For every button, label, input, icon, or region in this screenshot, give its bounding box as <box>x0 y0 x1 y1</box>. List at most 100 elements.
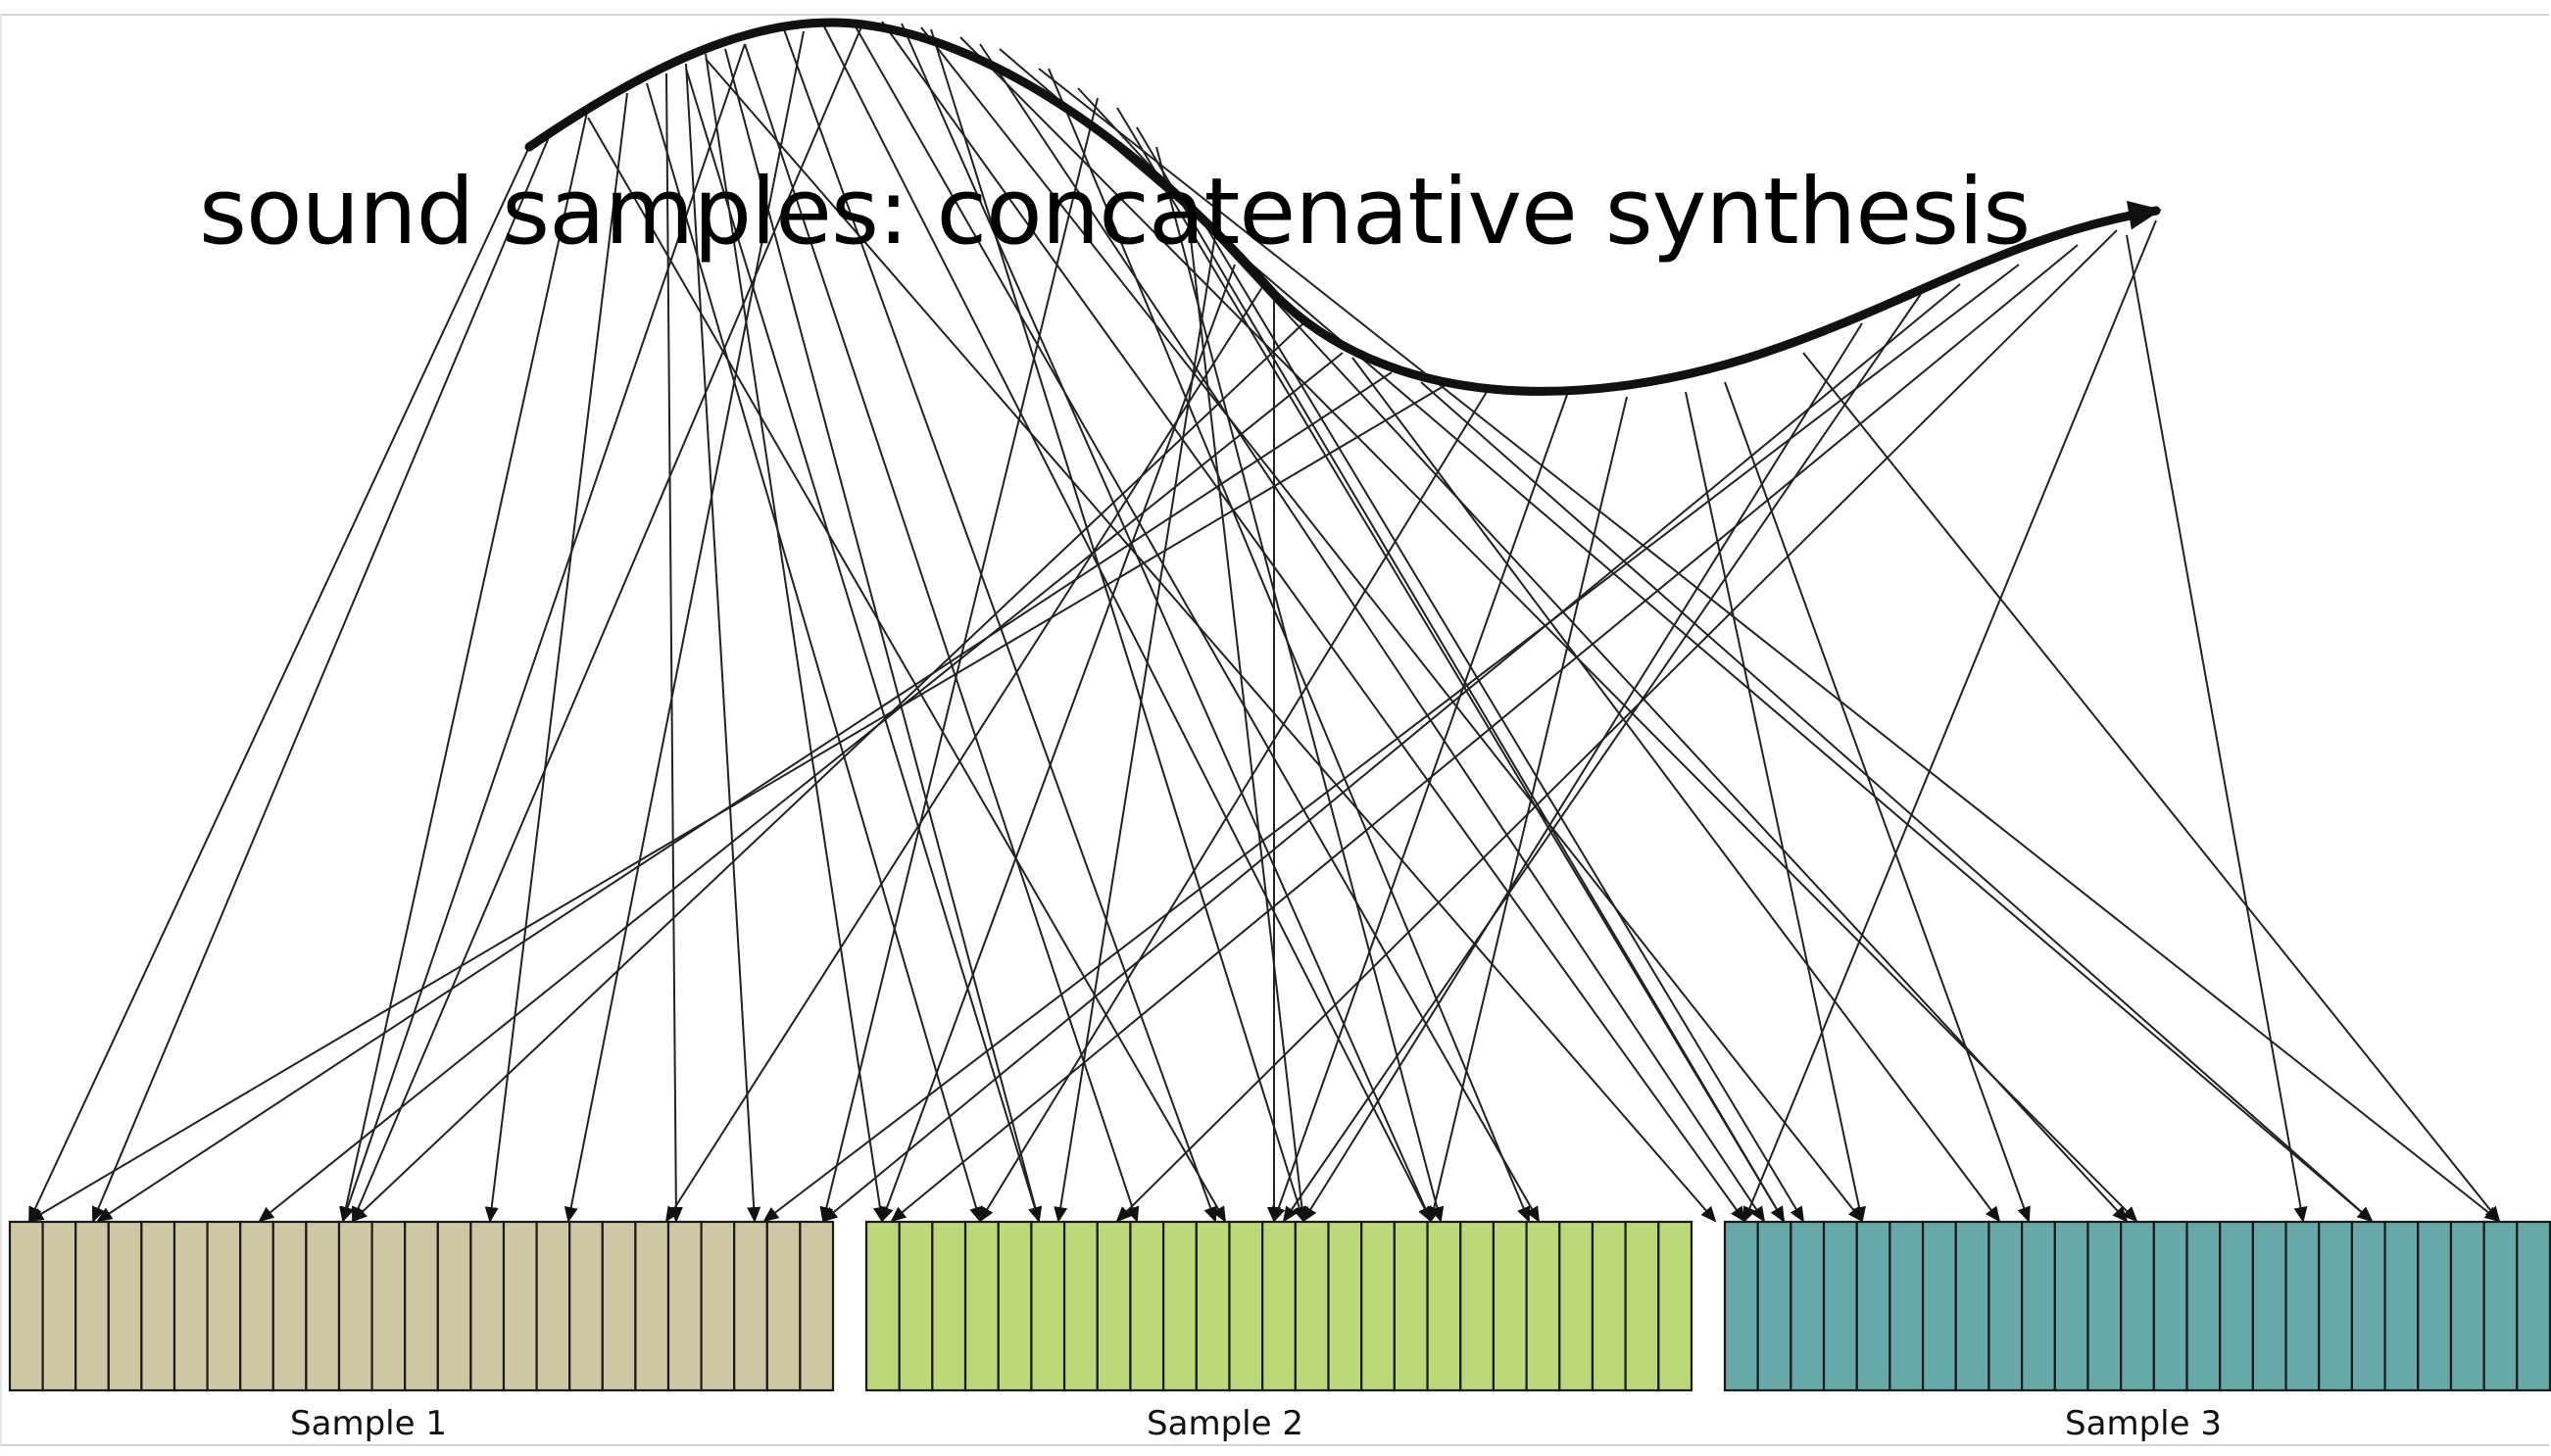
grain-arrow <box>1272 391 1569 1223</box>
grain <box>74 1220 110 1392</box>
grain-arrow <box>1204 224 1805 1223</box>
grain-arrow <box>1742 219 2157 1223</box>
grain <box>271 1220 308 1392</box>
grain <box>206 1220 242 1392</box>
synthesis-waveform-curve <box>524 18 2162 396</box>
grain <box>568 1220 604 1392</box>
sample-3-label: Sample 3 <box>2065 1404 2222 1443</box>
grain <box>2053 1220 2089 1392</box>
grain-arrow <box>96 371 1393 1223</box>
grain-arrow <box>665 73 683 1223</box>
grain <box>404 1220 439 1392</box>
grain <box>1558 1220 1594 1392</box>
grain <box>1426 1220 1462 1392</box>
grain-arrow <box>339 107 589 1223</box>
grain <box>799 1220 835 1392</box>
grain <box>1062 1220 1099 1392</box>
grain <box>2086 1220 2123 1392</box>
grain <box>1790 1220 1826 1392</box>
grain <box>2350 1220 2386 1392</box>
grain-arrow <box>685 68 1042 1223</box>
grain-arrow <box>646 82 983 1223</box>
grain <box>502 1220 538 1392</box>
grain-arrow <box>1802 352 2501 1223</box>
sample-blocks <box>8 1220 2551 1392</box>
grain <box>337 1220 373 1392</box>
grain-arrow <box>1685 391 1866 1223</box>
grain-arrow <box>1155 146 1445 1223</box>
grain-arrow <box>484 92 628 1223</box>
grain <box>1228 1220 1264 1392</box>
grain-arrow <box>351 322 1304 1223</box>
slide-title: sound samples: concatenative synthesis <box>199 159 2031 266</box>
sample-1-block <box>8 1220 835 1392</box>
grain <box>601 1220 637 1392</box>
grain-arrow <box>564 30 805 1223</box>
grain <box>8 1220 44 1392</box>
grain <box>1756 1220 1792 1392</box>
grain-arrow <box>1115 229 2118 1223</box>
grain <box>1261 1220 1297 1392</box>
grain-arrow <box>783 28 1217 1223</box>
grain <box>41 1220 77 1392</box>
grain <box>2120 1220 2155 1392</box>
grain <box>107 1220 143 1392</box>
grain-arrow <box>705 58 1717 1223</box>
grain <box>2417 1220 2453 1392</box>
sample-2-label: Sample 2 <box>1147 1404 1303 1443</box>
grain-arrow <box>881 21 1746 1223</box>
grain-arrow <box>2126 234 2308 1223</box>
grain-arrow <box>1077 87 2129 1223</box>
grain-arrow <box>762 264 2020 1223</box>
grain <box>1591 1220 1627 1392</box>
grain-arrow <box>664 283 1265 1223</box>
grain <box>1624 1220 1660 1392</box>
grain <box>2021 1220 2056 1392</box>
grain <box>1459 1220 1496 1392</box>
grain-arrow <box>1038 68 2501 1223</box>
grain-arrow <box>890 244 2079 1223</box>
grain-arrow <box>1427 396 1628 1223</box>
grain <box>666 1220 703 1392</box>
grain-arrow <box>1185 195 1309 1223</box>
grain <box>634 1220 670 1392</box>
grain <box>931 1220 967 1392</box>
grain-arrow <box>1282 293 1922 1223</box>
grain <box>1327 1220 1363 1392</box>
grain <box>898 1220 934 1392</box>
grain <box>2516 1220 2551 1392</box>
grain-arrow <box>1301 322 1863 1223</box>
grain <box>700 1220 736 1392</box>
grain-arrow <box>1724 381 2031 1223</box>
grain-arrow <box>27 381 1451 1223</box>
grain <box>1492 1220 1528 1392</box>
grain <box>1294 1220 1330 1392</box>
grain-arrow <box>352 24 863 1223</box>
grain-arrows <box>27 21 2501 1223</box>
grain <box>1393 1220 1429 1392</box>
grain <box>2318 1220 2354 1392</box>
grain-arrow <box>880 264 1236 1223</box>
grain <box>1195 1220 1231 1392</box>
grain-arrow <box>1048 68 1531 1223</box>
grain-arrow <box>920 26 1864 1223</box>
grain-arrow <box>91 136 550 1223</box>
grain-arrow <box>1420 381 2374 1223</box>
grain-arrow <box>258 352 1344 1223</box>
grain-arrow <box>819 97 1099 1223</box>
grain-arrow <box>930 28 1306 1223</box>
grain-arrow <box>1136 126 1786 1223</box>
grain-arrow <box>28 146 530 1223</box>
grain <box>1129 1220 1165 1392</box>
grain <box>1921 1220 1957 1392</box>
grain-arrow <box>901 23 1432 1223</box>
grain <box>1162 1220 1198 1392</box>
grain-arrow <box>1054 234 1216 1223</box>
grain-arrow <box>1351 357 2001 1223</box>
grain <box>1657 1220 1693 1392</box>
grain <box>1723 1220 1759 1392</box>
grain <box>239 1220 274 1392</box>
grain <box>1954 1220 1990 1392</box>
grain-arrow <box>587 117 1226 1223</box>
